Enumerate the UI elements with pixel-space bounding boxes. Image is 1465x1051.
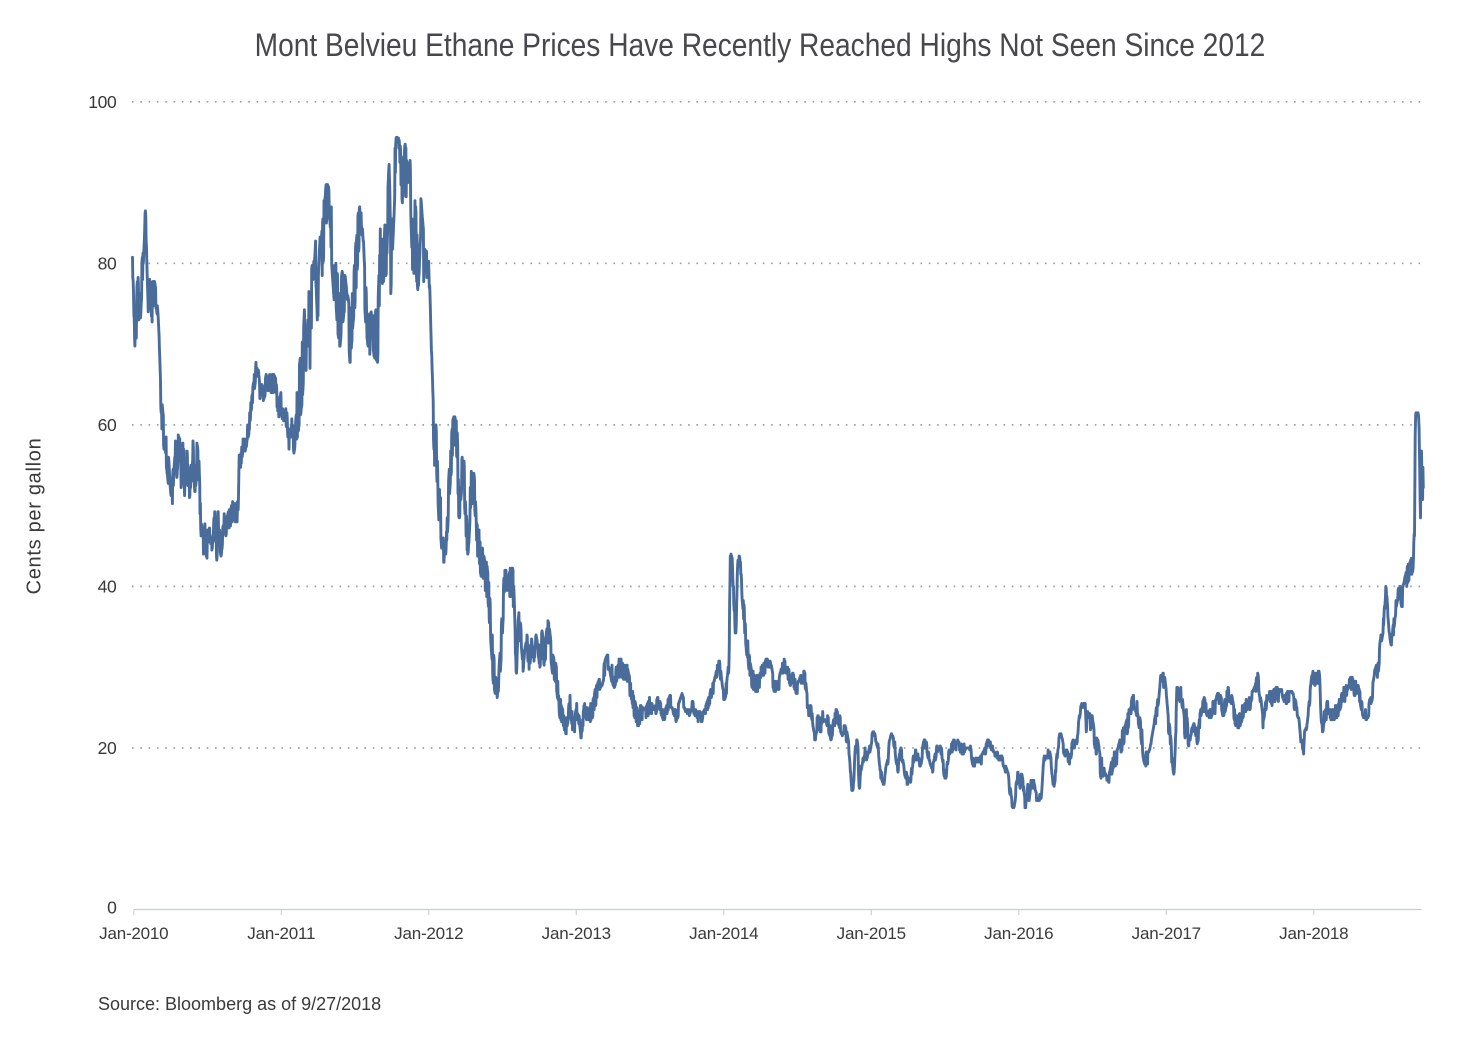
svg-text:Mont Belvieu Ethane Prices Hav: Mont Belvieu Ethane Prices Have Recently…	[255, 28, 1266, 63]
svg-text:Jan-2016: Jan-2016	[984, 924, 1053, 943]
svg-text:Jan-2012: Jan-2012	[394, 924, 463, 943]
svg-text:Cents per gallon: Cents per gallon	[24, 438, 46, 595]
svg-text:0: 0	[107, 898, 117, 918]
svg-text:Jan-2010: Jan-2010	[99, 924, 168, 943]
svg-text:80: 80	[98, 253, 117, 273]
svg-text:Jan-2013: Jan-2013	[542, 924, 611, 943]
svg-text:Jan-2014: Jan-2014	[689, 924, 758, 943]
svg-text:20: 20	[98, 738, 117, 758]
svg-text:Jan-2015: Jan-2015	[837, 924, 906, 943]
svg-text:Jan-2017: Jan-2017	[1132, 924, 1201, 943]
svg-text:40: 40	[98, 576, 117, 596]
svg-text:60: 60	[98, 415, 117, 435]
svg-text:Jan-2018: Jan-2018	[1279, 924, 1348, 943]
svg-text:Jan-2011: Jan-2011	[247, 924, 315, 943]
svg-text:100: 100	[88, 92, 117, 112]
svg-text:Source: Bloomberg as of 9/27/2: Source: Bloomberg as of 9/27/2018	[98, 994, 381, 1014]
